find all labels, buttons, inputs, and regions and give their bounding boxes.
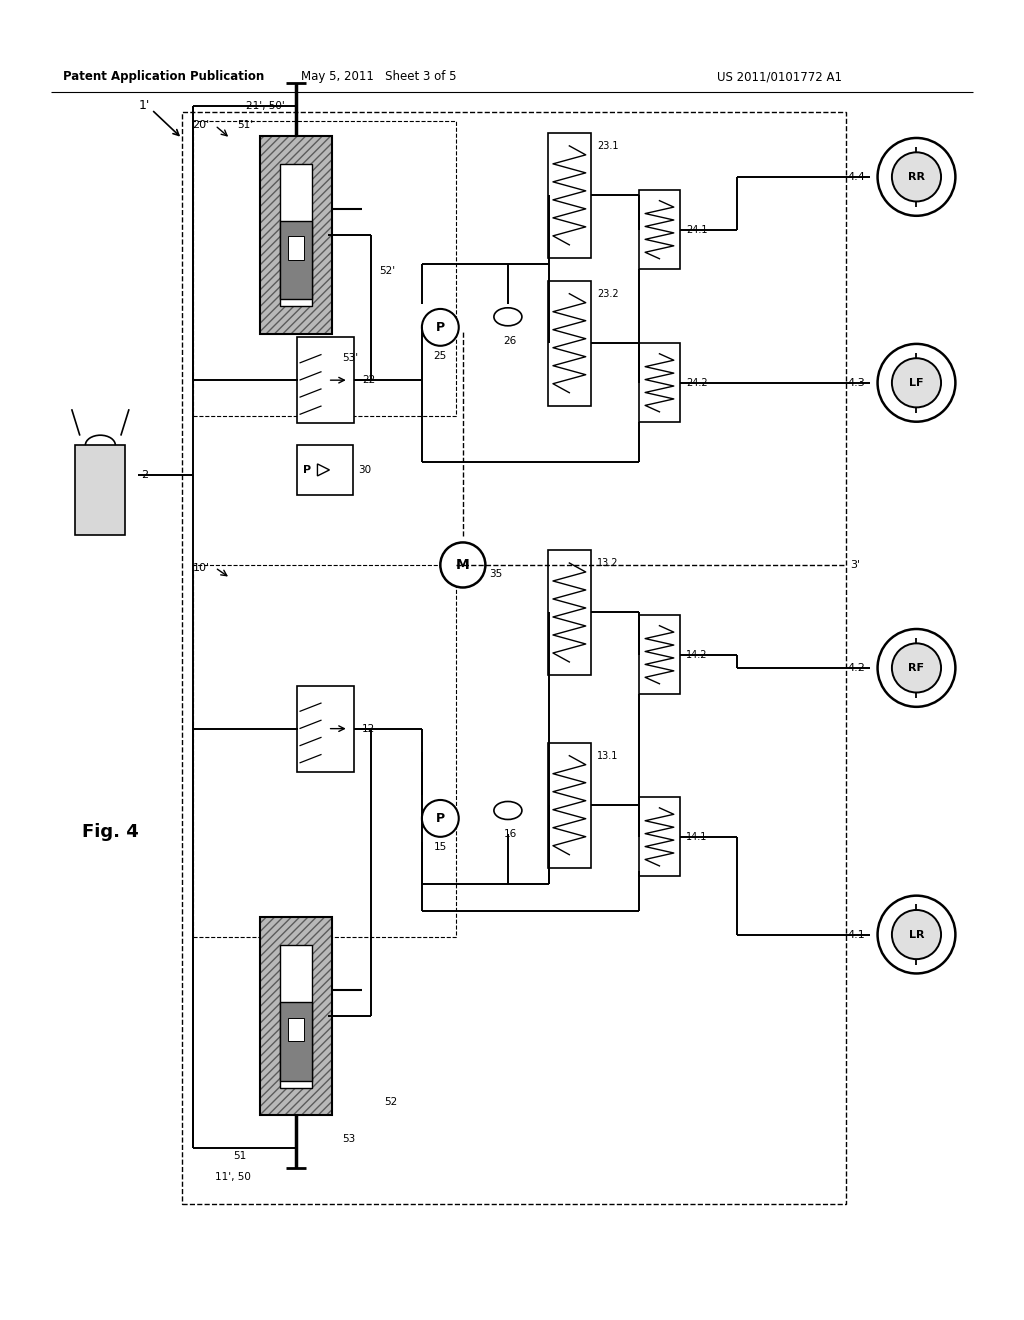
Bar <box>280 1002 312 1081</box>
Text: 12: 12 <box>362 723 375 734</box>
Text: 53': 53' <box>342 352 358 363</box>
Circle shape <box>878 139 955 215</box>
Text: 35: 35 <box>489 569 503 579</box>
Text: 4.1: 4.1 <box>848 929 865 940</box>
Text: 24.2: 24.2 <box>686 378 708 388</box>
Text: P: P <box>436 812 444 825</box>
Bar <box>280 220 312 300</box>
Text: 53: 53 <box>342 1134 355 1144</box>
Text: 14.1: 14.1 <box>686 832 708 842</box>
Text: 2: 2 <box>141 470 148 480</box>
Bar <box>280 945 312 1088</box>
Circle shape <box>892 152 941 202</box>
Bar <box>75 445 125 535</box>
Bar <box>639 343 680 422</box>
Bar <box>548 742 591 869</box>
Bar <box>639 797 680 876</box>
Text: 4.2: 4.2 <box>848 663 865 673</box>
Bar <box>548 132 591 259</box>
Ellipse shape <box>494 801 522 820</box>
Circle shape <box>878 345 955 421</box>
Circle shape <box>440 543 485 587</box>
Bar <box>260 917 332 1115</box>
Text: RR: RR <box>908 172 925 182</box>
Text: 25: 25 <box>434 351 446 362</box>
Text: P: P <box>436 321 444 334</box>
Text: 52: 52 <box>384 1097 397 1107</box>
Text: 3': 3' <box>850 560 860 570</box>
Text: Fig. 4: Fig. 4 <box>82 822 138 841</box>
Text: 51: 51 <box>233 1151 247 1162</box>
Text: 1': 1' <box>138 99 150 112</box>
Text: 4.4: 4.4 <box>848 172 865 182</box>
Text: LR: LR <box>908 929 925 940</box>
Bar <box>288 1018 304 1041</box>
Text: Patent Application Publication: Patent Application Publication <box>63 70 265 83</box>
Circle shape <box>422 309 459 346</box>
Circle shape <box>892 909 941 960</box>
Text: US 2011/0101772 A1: US 2011/0101772 A1 <box>717 70 842 83</box>
Text: 24.1: 24.1 <box>686 224 708 235</box>
Bar <box>548 281 591 407</box>
Text: 51': 51' <box>238 120 254 131</box>
Bar <box>548 549 591 675</box>
Bar <box>260 136 332 334</box>
Text: 30: 30 <box>358 465 372 475</box>
Text: 11', 50: 11', 50 <box>215 1172 251 1183</box>
Circle shape <box>878 896 955 973</box>
Bar <box>260 917 332 1115</box>
Text: 13.1: 13.1 <box>597 751 618 760</box>
Bar <box>639 190 680 269</box>
Text: 15: 15 <box>434 842 446 853</box>
Text: 20': 20' <box>193 120 210 131</box>
Bar <box>288 236 304 260</box>
Text: 22: 22 <box>362 375 375 385</box>
Text: 23.1: 23.1 <box>597 141 618 150</box>
Bar <box>260 136 332 334</box>
Circle shape <box>422 800 459 837</box>
Text: 26: 26 <box>504 335 516 346</box>
Text: P: P <box>303 465 311 475</box>
Bar <box>297 686 354 771</box>
Text: 52': 52' <box>379 265 395 276</box>
Circle shape <box>892 358 941 408</box>
Bar <box>193 121 456 416</box>
Text: 14.2: 14.2 <box>686 649 708 660</box>
Text: 13.2: 13.2 <box>597 558 618 568</box>
Text: 16: 16 <box>504 829 516 840</box>
Text: 23.2: 23.2 <box>597 289 618 298</box>
Circle shape <box>892 643 941 693</box>
Bar <box>280 164 312 306</box>
Text: 4.3: 4.3 <box>848 378 865 388</box>
Text: RF: RF <box>908 663 925 673</box>
Bar <box>193 565 456 937</box>
Ellipse shape <box>494 308 522 326</box>
Circle shape <box>878 630 955 706</box>
Bar <box>297 445 353 495</box>
Text: M: M <box>456 558 470 572</box>
Bar <box>297 338 354 422</box>
Text: 21', 50': 21', 50' <box>246 100 285 111</box>
Text: 10': 10' <box>193 562 210 573</box>
Text: LF: LF <box>909 378 924 388</box>
Bar <box>639 615 680 694</box>
Bar <box>182 112 846 1204</box>
Text: May 5, 2011   Sheet 3 of 5: May 5, 2011 Sheet 3 of 5 <box>301 70 457 83</box>
